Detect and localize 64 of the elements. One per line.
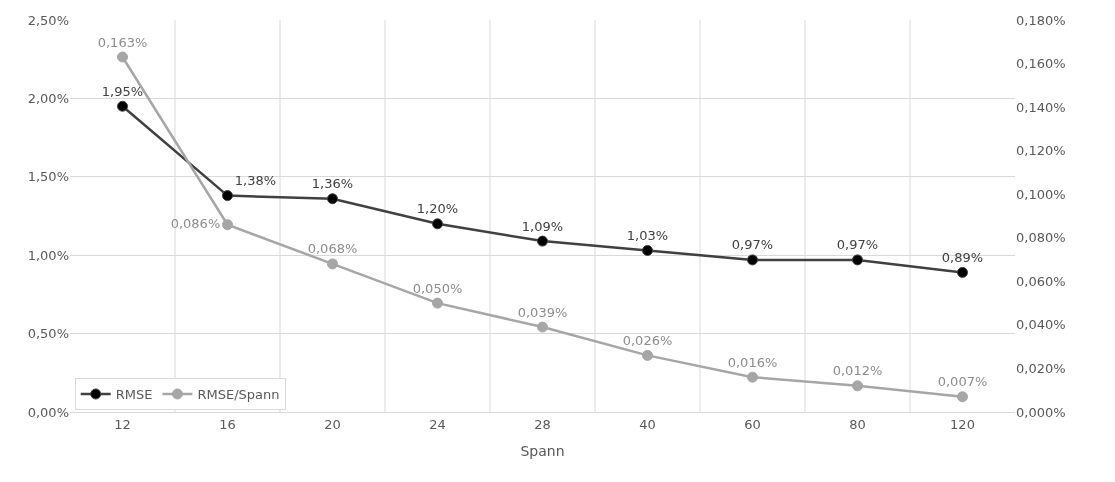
y-tick-label: 2,00% xyxy=(27,90,69,106)
point xyxy=(117,51,128,63)
y2-tick-label: 0,080% xyxy=(1016,230,1066,246)
data-label: 0,068% xyxy=(307,241,358,257)
data-label: 1,36% xyxy=(311,176,354,192)
x-tick-label: 12 xyxy=(114,416,131,432)
data-label: 0,026% xyxy=(622,332,673,348)
x-tick-label: 40 xyxy=(639,416,656,432)
legend-label: RMSE/Spann xyxy=(197,387,280,403)
point xyxy=(852,380,863,392)
point xyxy=(747,371,758,383)
x-tick-label: 120 xyxy=(950,416,975,432)
data-label: 0,012% xyxy=(832,363,883,379)
point xyxy=(957,266,968,278)
point xyxy=(327,193,338,205)
y2-tick-label: 0,100% xyxy=(1016,186,1066,202)
x-tick-label: 20 xyxy=(324,416,341,432)
y-tick-label: 1,50% xyxy=(27,169,69,185)
x-tick-label: 60 xyxy=(744,416,761,432)
data-label: 0,163% xyxy=(97,34,148,50)
y2-tick-label: 0,060% xyxy=(1016,273,1066,289)
data-label: 1,38% xyxy=(234,173,277,189)
y2-tick-label: 0,180% xyxy=(1016,12,1066,28)
point xyxy=(747,254,758,266)
point xyxy=(642,245,653,256)
point xyxy=(537,235,548,247)
y2-tick-label: 0,040% xyxy=(1016,317,1066,333)
y2-tick-label: 0,020% xyxy=(1016,360,1066,376)
data-label: 0,050% xyxy=(412,280,463,296)
y2-tick-label: 0,140% xyxy=(1016,99,1066,115)
data-label: 0,97% xyxy=(836,237,879,253)
data-label: 0,086% xyxy=(170,215,221,231)
x-tick-label: 28 xyxy=(534,416,551,432)
point xyxy=(432,218,443,230)
point xyxy=(852,254,863,266)
point xyxy=(432,297,443,309)
y-tick-label: 0,00% xyxy=(27,404,69,420)
legend-label: RMSE xyxy=(115,387,153,403)
point xyxy=(222,190,233,202)
point xyxy=(117,100,128,112)
data-label: 0,89% xyxy=(941,249,984,265)
point xyxy=(537,321,548,333)
x-axis-title: Spann xyxy=(520,442,565,459)
point xyxy=(957,391,968,403)
y-tick-label: 2,50% xyxy=(27,12,69,28)
y2-tick-label: 0,120% xyxy=(1016,143,1066,159)
data-label: 1,03% xyxy=(626,228,669,243)
x-tick-label: 24 xyxy=(429,416,446,432)
data-label: 0,016% xyxy=(727,354,778,370)
x-tick-label: 80 xyxy=(849,416,866,432)
point xyxy=(327,258,338,270)
y2-tick-label: 0,000% xyxy=(1016,404,1066,420)
data-label: 0,039% xyxy=(517,304,568,320)
y-tick-label: 1,00% xyxy=(27,247,69,263)
data-label: 0,007% xyxy=(937,374,988,390)
x-tick-label: 16 xyxy=(219,416,236,432)
data-label: 1,20% xyxy=(416,201,459,217)
y-tick-label: 0,50% xyxy=(27,326,69,342)
data-label: 0,97% xyxy=(731,237,774,253)
data-label: 1,09% xyxy=(521,218,564,234)
y2-tick-label: 0,160% xyxy=(1016,56,1066,72)
point xyxy=(642,349,653,361)
data-label: 1,95% xyxy=(101,83,144,99)
point xyxy=(222,219,233,231)
